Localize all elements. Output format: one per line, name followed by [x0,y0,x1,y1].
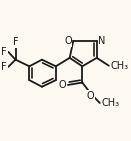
Text: O: O [86,91,94,101]
Text: F: F [1,47,7,57]
Text: CH₃: CH₃ [110,61,128,71]
Text: F: F [1,62,7,72]
Text: N: N [98,36,106,46]
Text: F: F [13,37,18,47]
Text: O: O [64,36,72,46]
Text: CH₃: CH₃ [101,98,119,108]
Text: O: O [59,80,66,90]
